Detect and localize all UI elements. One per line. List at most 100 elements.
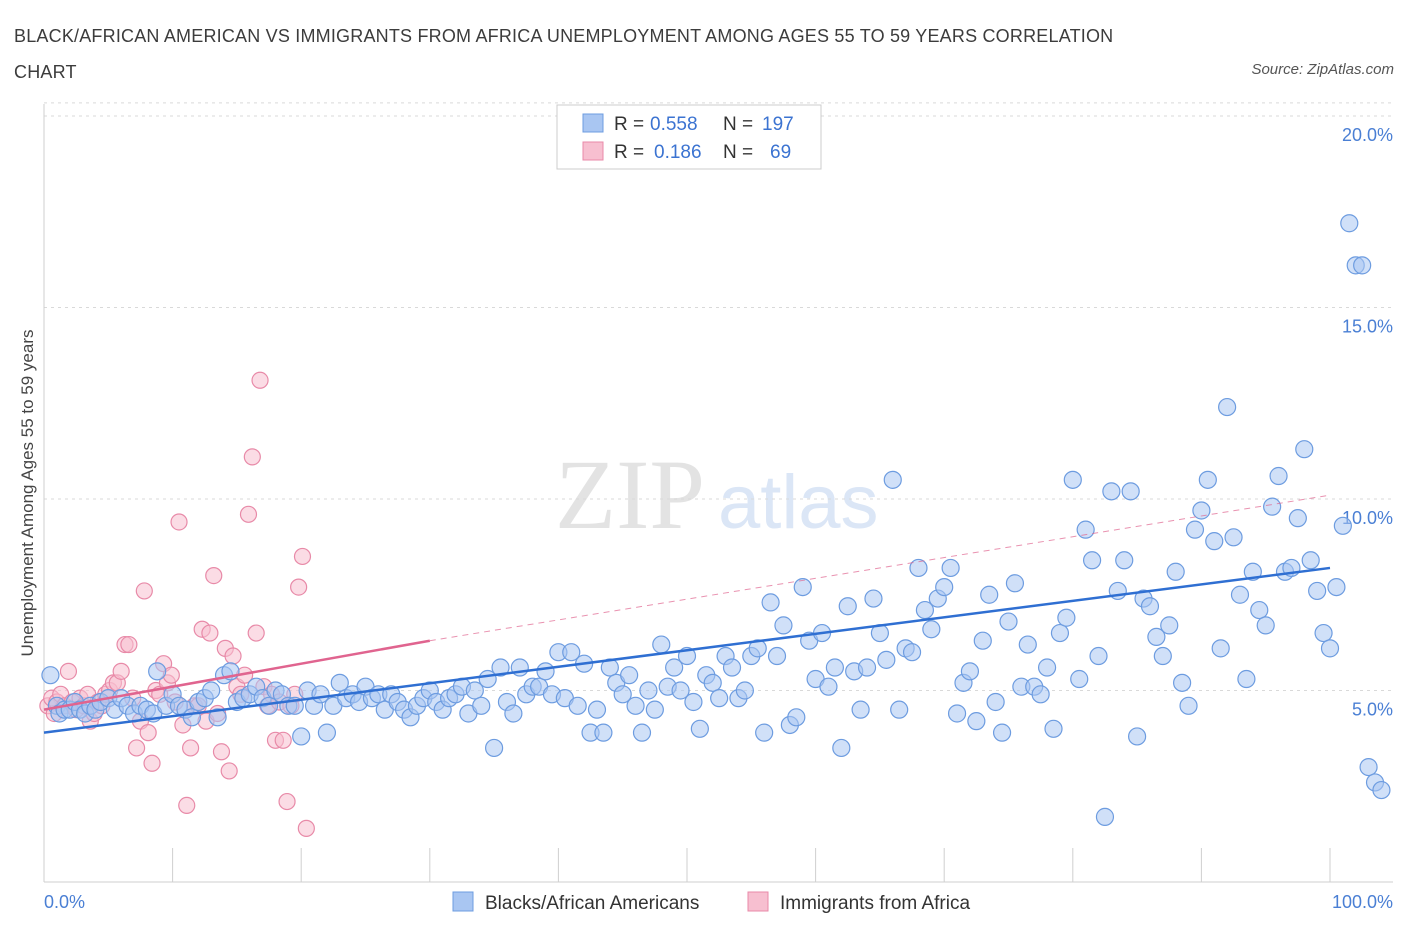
data-point [1147,627,1166,646]
y-axis-label: Unemployment Among Ages 55 to 59 years [18,330,37,657]
data-point [748,639,767,658]
data-point [1237,669,1256,689]
data-point [208,708,227,727]
data-point [120,635,138,654]
chart-title: BLACK/AFRICAN AMERICAN VS IMMIGRANTS FRO… [14,26,1114,82]
legend-n-label-2: N = [723,142,753,163]
data-point [1140,597,1160,616]
data-point [890,700,909,719]
data-point [182,708,201,727]
data-point [1102,482,1121,501]
data-point [170,513,188,531]
data-point [832,738,851,758]
y-tick-label: 5.0% [1352,700,1393,720]
data-point [973,631,992,650]
legend-r-label-2: R = [614,142,644,163]
data-point [613,685,632,704]
data-point [224,647,242,665]
data-point [902,643,922,662]
data-point [684,692,703,712]
data-point [774,616,793,635]
data-point [767,646,787,666]
legend-r-value-1: 0.558 [650,114,698,135]
data-point [1359,757,1378,777]
data-point [735,681,754,700]
correlation-legend: R = 0.558 N = 197 R = 0.186 N = 69 [556,104,822,170]
data-point [1160,616,1179,635]
data-point [851,700,870,719]
data-point [292,727,311,746]
data-point [112,662,130,680]
data-point [1198,470,1217,489]
y-tick-label: 10.0% [1342,508,1393,528]
data-point [665,658,684,677]
data-point [967,712,986,731]
data-point [1301,551,1320,570]
data-point [243,448,261,466]
trendline-blue [43,566,1331,734]
data-point [1269,466,1288,486]
series-immigrants-from-africa [39,371,315,837]
data-point [986,692,1005,712]
data-point [212,743,231,761]
data-point [205,566,223,585]
data-point [485,738,504,758]
data-point [1070,669,1089,689]
data-point [1320,639,1340,658]
legend-swatch-pink [582,141,604,161]
data-point [909,558,928,578]
data-point [1031,685,1050,704]
data-point [143,754,161,772]
data-point [1192,501,1211,520]
trendline-pink-extension [429,494,1331,642]
data-point [274,731,292,749]
data-point [645,700,664,719]
data-point [139,724,157,742]
data-point [1095,807,1115,826]
legend-swatch-blue [582,113,604,133]
legend-n-label-1: N = [723,114,753,135]
data-point [793,577,812,597]
watermark: ZIP atlas [555,439,879,550]
data-point [472,696,491,715]
legend-r-label-1: R = [614,114,644,135]
data-point [1263,497,1282,516]
data-point [330,673,349,692]
data-point [941,558,960,578]
data-point [59,662,78,680]
data-point [825,658,844,677]
data-point [1308,581,1327,601]
data-point [1327,577,1346,597]
data-point [41,666,60,685]
bottom-legend-swatch-blue [452,891,474,912]
data-point [787,708,806,727]
data-point [135,582,153,600]
data-point [1121,482,1140,501]
data-point [1218,397,1237,417]
data-point [1340,214,1359,233]
data-point [491,658,510,677]
x-tick-label-min: 0.0% [44,892,85,912]
data-point [864,589,883,608]
data-point [1230,585,1250,604]
data-point [1256,616,1275,635]
data-point [1372,780,1391,800]
data-point [1044,719,1063,738]
data-point [838,597,857,616]
trendlines [43,494,1331,734]
data-point [536,662,555,681]
data-point [819,677,838,696]
legend-n-value-1: 197 [762,114,794,135]
data-point [1153,646,1172,666]
data-point [1037,658,1057,677]
y-tick-label: 15.0% [1342,317,1393,337]
watermark-atlas: atlas [718,460,879,545]
data-point [1295,440,1314,459]
series-legend: Blacks/African Americans Immigrants from… [452,891,970,914]
data-point [1076,520,1095,539]
data-point [247,624,265,642]
data-point [1353,256,1372,275]
data-point [465,681,484,700]
data-point [671,681,690,700]
